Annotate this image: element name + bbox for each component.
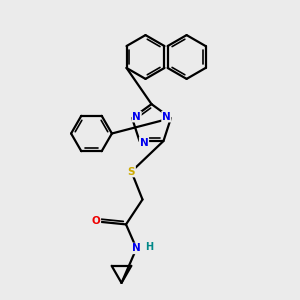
Text: O: O [92,216,100,226]
Text: N: N [132,112,141,122]
Text: S: S [128,167,135,177]
Text: N: N [140,137,148,148]
Text: N: N [132,243,141,254]
Text: N: N [162,112,171,122]
Text: H: H [145,242,153,253]
